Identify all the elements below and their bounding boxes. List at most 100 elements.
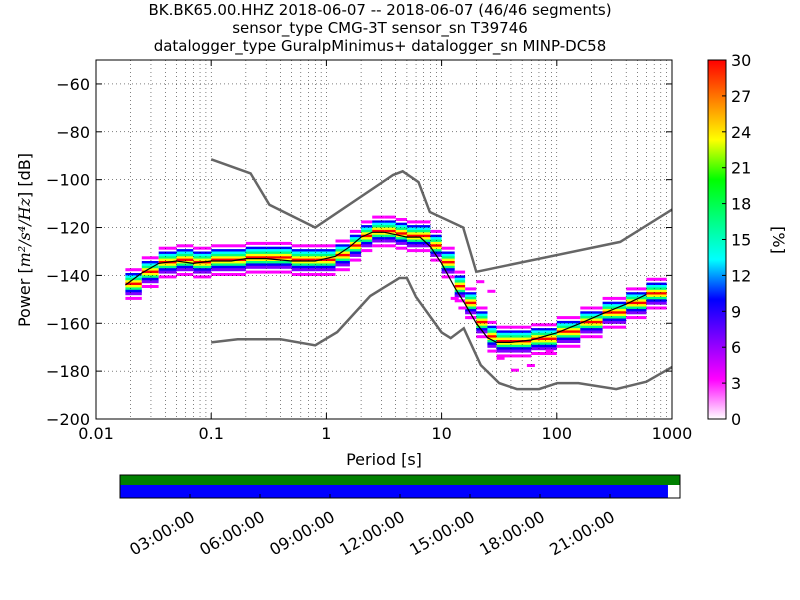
psd-density-cell bbox=[420, 244, 431, 248]
psd-density-cells bbox=[125, 215, 667, 358]
psd-density-cell bbox=[580, 325, 603, 329]
psd-density-cell bbox=[384, 244, 396, 248]
psd-density-cell bbox=[441, 256, 455, 260]
psd-outlier-cell bbox=[511, 368, 519, 372]
y-tick-label: −80 bbox=[56, 123, 90, 142]
psd-density-cell bbox=[556, 340, 581, 343]
psd-density-cell bbox=[245, 249, 267, 253]
psd-density-cell bbox=[231, 273, 246, 276]
psd-density-cell bbox=[487, 330, 497, 334]
psd-density-cell bbox=[420, 232, 431, 236]
psd-density-cell bbox=[420, 249, 431, 253]
psd-density-cell bbox=[626, 287, 647, 291]
psd-density-cell bbox=[291, 253, 316, 257]
psd-density-cell bbox=[511, 347, 532, 351]
psd-density-cell bbox=[372, 229, 385, 233]
psd-density-cell bbox=[266, 256, 292, 260]
psd-density-cell bbox=[211, 249, 232, 253]
psd-density-cell bbox=[602, 304, 627, 308]
psd-density-cell bbox=[441, 275, 455, 279]
colorbar-tick-label: 0 bbox=[731, 410, 741, 429]
psd-density-cell bbox=[454, 287, 466, 291]
x-tick-label: 0.1 bbox=[198, 424, 223, 443]
psd-density-cell bbox=[420, 241, 431, 245]
psd-density-cell bbox=[315, 273, 336, 276]
psd-density-cell bbox=[158, 258, 177, 262]
psd-density-cell bbox=[556, 335, 581, 339]
psd-density-cell bbox=[496, 342, 511, 346]
psd-density-cell bbox=[626, 292, 647, 296]
psd-density-cell bbox=[361, 249, 373, 253]
psd-density-cell bbox=[487, 342, 497, 346]
psd-density-cell bbox=[349, 237, 362, 241]
psd-density-cell bbox=[372, 234, 385, 238]
psd-density-cell bbox=[406, 239, 420, 243]
psd-density-cell bbox=[349, 239, 362, 243]
psd-density-cell bbox=[372, 239, 385, 243]
psd-density-cell bbox=[384, 227, 396, 231]
psd-density-cell bbox=[496, 340, 511, 343]
y-tick-label: −100 bbox=[46, 171, 90, 190]
psd-density-cell bbox=[291, 263, 316, 267]
y-tick-label: −60 bbox=[56, 75, 90, 94]
psd-density-cell bbox=[496, 330, 511, 334]
psd-density-cell bbox=[531, 332, 557, 336]
psd-density-cell bbox=[141, 275, 159, 279]
psd-density-cell bbox=[141, 265, 159, 269]
psd-density-cell bbox=[176, 251, 194, 255]
psd-density-cell bbox=[511, 330, 532, 334]
psd-density-cell bbox=[125, 287, 142, 291]
colorbar-tick-label: 30 bbox=[731, 51, 751, 70]
psd-density-cell bbox=[441, 270, 455, 274]
psd-density-cell bbox=[125, 292, 142, 296]
psd-density-cell bbox=[602, 313, 627, 317]
psd-density-cell bbox=[384, 239, 396, 243]
x-tick-label: 0.01 bbox=[78, 424, 114, 443]
y-axis-label-start: Power [ bbox=[15, 267, 34, 327]
psd-outlier-cell bbox=[496, 356, 505, 360]
psd-outlier-cell bbox=[468, 316, 477, 320]
psd-density-cell bbox=[487, 320, 497, 324]
psd-density-cell bbox=[158, 275, 177, 279]
colorbar-tick-label: 9 bbox=[731, 302, 741, 321]
psd-density-cell bbox=[602, 318, 627, 322]
psd-density-cell bbox=[315, 256, 336, 260]
psd-density-cell bbox=[487, 325, 497, 329]
psd-density-cell bbox=[158, 253, 177, 257]
psd-density-cell bbox=[420, 229, 431, 233]
y-axis-label-units: m²/s⁴/Hz bbox=[15, 197, 34, 267]
psd-density-cell bbox=[420, 239, 431, 243]
psd-density-cell bbox=[556, 337, 581, 341]
psd-density-cell bbox=[231, 261, 246, 264]
psd-density-cell bbox=[476, 311, 488, 315]
psd-density-cell bbox=[193, 253, 212, 257]
psd-density-cell bbox=[476, 335, 488, 339]
psd-density-cell bbox=[531, 337, 557, 341]
psd-density-cell bbox=[556, 328, 581, 332]
psd-density-cell bbox=[266, 241, 292, 245]
psd-density-cell bbox=[361, 227, 373, 231]
psd-density-cell bbox=[454, 292, 466, 296]
psd-outlier-cell bbox=[545, 349, 554, 353]
y-axis-label: Power [m²/s⁴/Hz] [dB] bbox=[15, 153, 34, 327]
psd-density-cell bbox=[626, 299, 647, 303]
psd-density-cell bbox=[646, 289, 667, 293]
psd-density-cell bbox=[176, 256, 194, 260]
psd-density-cell bbox=[335, 251, 350, 255]
psd-density-cell bbox=[556, 330, 581, 334]
psd-density-cell bbox=[430, 246, 442, 250]
psd-density-cell bbox=[511, 337, 532, 341]
psd-density-cell bbox=[245, 261, 267, 264]
psd-density-cell bbox=[266, 253, 292, 257]
psd-density-cell bbox=[231, 249, 246, 253]
psd-density-cell bbox=[441, 261, 455, 264]
psd-outlier-cell bbox=[487, 289, 496, 293]
colorbar-label: [%] bbox=[769, 226, 788, 254]
colorbar-tick-label: 15 bbox=[731, 231, 751, 250]
psd-density-cell bbox=[384, 222, 396, 226]
psd-density-cell bbox=[406, 229, 420, 233]
psd-density-cell bbox=[395, 229, 407, 233]
psd-density-cell bbox=[487, 332, 497, 336]
psd-density-cell bbox=[176, 258, 194, 262]
timeline-tick-label: 03:00:00 bbox=[126, 507, 198, 559]
